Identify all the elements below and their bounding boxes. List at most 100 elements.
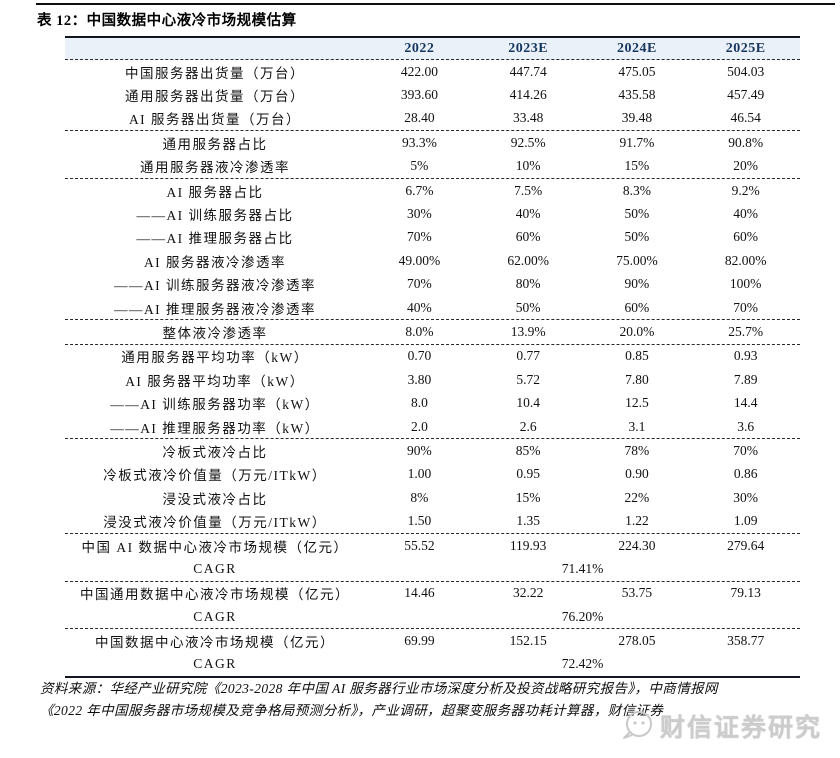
row-value: 0.86 xyxy=(733,466,758,482)
row-value: 7.5% xyxy=(514,182,543,198)
row-label: ——AI 训练服务器功率（kW） xyxy=(110,397,320,413)
page-top-rule xyxy=(36,3,835,5)
row-label: 通用服务器占比 xyxy=(162,136,268,152)
table-row: 中国通用数据中心液冷市场规模（亿元） 14.46 32.22 53.75 79.13 xyxy=(65,582,800,605)
header-cell-year: 2024E xyxy=(616,40,657,56)
table-row: 中国数据中心液冷市场规模（亿元） 69.99 152.15 278.05 358.77 xyxy=(65,629,800,652)
row-value: 75.00% xyxy=(616,252,658,268)
table-row: ——AI 训练服务器占比 30% 40% 50% 40% xyxy=(65,202,800,225)
row-value: 60% xyxy=(515,229,541,245)
row-value: 0.93 xyxy=(733,348,758,364)
table-section: 中国通用数据中心液冷市场规模（亿元） 14.46 32.22 53.75 79.13 CA… xyxy=(65,582,800,630)
header-cell-year: 2023E xyxy=(508,40,549,56)
row-value: 7.80 xyxy=(625,371,649,387)
table-row: 整体液冷渗透率 8.0% 13.9% 20.0% 25.7% xyxy=(65,320,800,343)
row-value: 50% xyxy=(624,229,650,245)
chat-bubble-logo-icon xyxy=(622,711,652,739)
row-value: 278.05 xyxy=(618,633,656,649)
table-row: CAGR 71.41% xyxy=(65,557,800,580)
row-value: 40% xyxy=(515,206,541,222)
row-value: 82.00% xyxy=(724,252,767,268)
row-value: 3.1 xyxy=(628,418,646,434)
source-line-1: 资料来源：华经产业研究院《2023-2028 年中国 AI 服务器行业市场深度分… xyxy=(40,681,718,696)
row-label: 通用服务器平均功率（kW） xyxy=(121,350,309,366)
row-value: 70% xyxy=(407,276,432,292)
row-label: AI 服务器液冷渗透率 xyxy=(143,254,287,270)
row-label: 中国数据中心液冷市场规模（亿元） xyxy=(95,635,335,651)
table-row: AI 服务器平均功率（kW） 3.80 5.72 7.80 7.89 xyxy=(65,368,800,391)
row-value: 1.35 xyxy=(516,513,540,529)
row-value: 12.5 xyxy=(625,395,649,411)
row-value: 78% xyxy=(624,442,650,458)
row-span-value: 72.42% xyxy=(561,656,604,672)
row-value: 15% xyxy=(515,489,541,505)
row-label: ——AI 推理服务器占比 xyxy=(136,231,294,247)
source-line-2: 《2022 年中国服务器市场规模及竞争格局预测分析》，产业调研，超聚变服务器功耗… xyxy=(40,703,664,718)
row-value: 422.00 xyxy=(400,63,438,79)
row-label: 冷板式液冷占比 xyxy=(162,444,268,460)
row-value: 3.80 xyxy=(407,371,432,387)
row-value: 0.77 xyxy=(516,348,540,364)
table-section: 冷板式液冷占比 90% 85% 78% 70% 冷板式液冷价值量（万元/ITkW） 1.00… xyxy=(65,439,800,534)
table-body: 中国服务器出货量（万台） 422.00 447.74 475.05 504.03 通用服务… xyxy=(65,60,800,676)
row-value: 8.3% xyxy=(622,182,651,198)
row-value: 14.46 xyxy=(404,585,435,601)
source-note: 资料来源：华经产业研究院《2023-2028 年中国 AI 服务器行业市场深度分… xyxy=(40,678,806,722)
row-value: 1.00 xyxy=(407,466,432,482)
row-label: 浸没式液冷占比 xyxy=(162,491,268,507)
table-row: CAGR 76.20% xyxy=(65,605,800,628)
row-span-value: 71.41% xyxy=(561,560,604,576)
row-label: ——AI 推理服务器功率（kW） xyxy=(110,420,320,436)
row-label: AI 服务器出货量（万台） xyxy=(128,112,302,128)
row-value: 414.26 xyxy=(509,87,547,103)
watermark: 财信证券研究 xyxy=(620,708,822,744)
table-section: 整体液冷渗透率 8.0% 13.9% 20.0% 25.7% xyxy=(65,320,800,345)
row-value: 15% xyxy=(624,158,650,174)
row-value: 1.09 xyxy=(733,513,758,529)
row-value: 93.3% xyxy=(401,134,437,150)
row-value: 62.00% xyxy=(507,252,549,268)
table-section: 通用服务器平均功率（kW） 0.70 0.77 0.85 0.93 AI 服务器平均功率（… xyxy=(65,345,800,440)
row-value: 70% xyxy=(407,229,432,245)
row-label: 浸没式液冷价值量（万元/ITkW） xyxy=(103,515,327,531)
row-value: 20% xyxy=(733,158,758,174)
row-value: 60% xyxy=(733,229,758,245)
table-row: 中国服务器出货量（万台） 422.00 447.74 475.05 504.03 xyxy=(65,60,800,83)
row-value: 20.0% xyxy=(619,323,655,339)
table-row: ——AI 推理服务器功率（kW） 2.0 2.6 3.1 3.6 xyxy=(65,415,800,438)
row-value: 46.54 xyxy=(730,110,761,126)
table-title: 表 12：中国数据中心液冷市场规模估算 xyxy=(37,13,297,29)
table-row: ——AI 训练服务器液冷渗透率 70% 80% 90% 100% xyxy=(65,273,800,296)
row-value: 90.8% xyxy=(728,134,764,150)
table-row: AI 服务器液冷渗透率 49.00% 62.00% 75.00% 82.00% xyxy=(65,249,800,272)
row-value: 8.0% xyxy=(405,323,434,339)
row-value: 6.7% xyxy=(405,182,434,198)
row-value: 119.93 xyxy=(509,537,547,553)
row-value: 7.89 xyxy=(733,371,758,387)
table-row: ——AI 训练服务器功率（kW） 8.0 10.4 12.5 14.4 xyxy=(65,391,800,414)
row-label: 冷板式液冷价值量（万元/ITkW） xyxy=(103,468,327,484)
row-span-value: 76.20% xyxy=(561,608,604,624)
row-value: 69.99 xyxy=(404,633,435,649)
row-label: ——AI 训练服务器占比 xyxy=(136,208,294,224)
row-value: 28.40 xyxy=(404,110,435,126)
table-row: AI 服务器占比 6.7% 7.5% 8.3% 9.2% xyxy=(65,179,800,202)
row-value: 475.05 xyxy=(618,63,656,79)
row-label: AI 服务器平均功率（kW） xyxy=(125,373,305,389)
row-value: 30% xyxy=(733,489,758,505)
row-value: 60% xyxy=(624,299,650,315)
header-cell-year: 2025E xyxy=(725,40,766,56)
table-section: 中国服务器出货量（万台） 422.00 447.74 475.05 504.03 通用服务… xyxy=(65,60,800,132)
row-label: AI 服务器占比 xyxy=(166,184,264,200)
header-cell-year: 2022 xyxy=(404,40,435,56)
table-row: 冷板式液冷占比 90% 85% 78% 70% xyxy=(65,439,800,462)
row-value: 92.5% xyxy=(510,134,546,150)
row-value: 8.0 xyxy=(410,395,428,411)
row-label: 中国 AI 数据中心液冷市场规模（亿元） xyxy=(81,539,349,555)
row-value: 1.22 xyxy=(625,513,649,529)
row-label: CAGR xyxy=(193,608,237,624)
row-value: 2.6 xyxy=(519,418,537,434)
row-label: 通用服务器液冷渗透率 xyxy=(140,160,290,176)
table-row: ——AI 推理服务器液冷渗透率 40% 50% 60% 70% xyxy=(65,296,800,319)
row-value: 9.2% xyxy=(731,182,760,198)
